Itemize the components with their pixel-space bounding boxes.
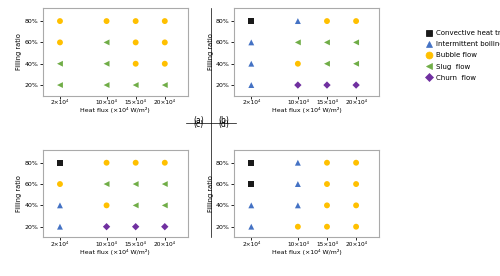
Point — [102, 203, 110, 208]
Point — [352, 182, 360, 186]
X-axis label: Heat flux (×10⁴ W/m²): Heat flux (×10⁴ W/m²) — [272, 107, 342, 113]
Point — [294, 203, 302, 208]
Text: (d): (d) — [218, 120, 229, 129]
Point — [132, 224, 140, 229]
Point — [102, 224, 110, 229]
Text: (c): (c) — [194, 120, 204, 129]
Text: (b): (b) — [218, 116, 229, 125]
Y-axis label: Filling ratio: Filling ratio — [16, 34, 22, 70]
Point — [352, 203, 360, 208]
Point — [248, 161, 256, 165]
Point — [161, 62, 169, 66]
Point — [352, 62, 360, 66]
Point — [248, 40, 256, 45]
Point — [161, 182, 169, 186]
Point — [161, 224, 169, 229]
Point — [132, 19, 140, 23]
Legend: Convective heat transfer, Intermittent boiling, Bubble flow, Slug  flow, Churn  : Convective heat transfer, Intermittent b… — [425, 30, 500, 81]
Point — [56, 62, 64, 66]
Point — [56, 83, 64, 87]
Point — [323, 224, 331, 229]
Point — [323, 203, 331, 208]
Point — [294, 182, 302, 186]
Point — [102, 62, 110, 66]
Point — [294, 83, 302, 87]
Point — [161, 161, 169, 165]
Point — [294, 40, 302, 45]
Point — [161, 83, 169, 87]
Point — [248, 83, 256, 87]
Point — [102, 40, 110, 45]
Text: (a): (a) — [193, 116, 204, 125]
Point — [56, 182, 64, 186]
Point — [56, 203, 64, 208]
X-axis label: Heat flux (×10⁴ W/m²): Heat flux (×10⁴ W/m²) — [80, 249, 150, 254]
Point — [132, 83, 140, 87]
Point — [323, 62, 331, 66]
Point — [352, 19, 360, 23]
Point — [323, 40, 331, 45]
Point — [132, 161, 140, 165]
Point — [248, 203, 256, 208]
Point — [294, 224, 302, 229]
Point — [102, 19, 110, 23]
Point — [161, 203, 169, 208]
Point — [323, 83, 331, 87]
Point — [161, 19, 169, 23]
Point — [294, 19, 302, 23]
Point — [323, 182, 331, 186]
Point — [56, 161, 64, 165]
Point — [323, 19, 331, 23]
Point — [248, 62, 256, 66]
Point — [248, 182, 256, 186]
Point — [132, 182, 140, 186]
Point — [132, 62, 140, 66]
Point — [248, 19, 256, 23]
Y-axis label: Filling ratio: Filling ratio — [16, 175, 22, 212]
Point — [102, 161, 110, 165]
Point — [352, 224, 360, 229]
Point — [161, 40, 169, 45]
Point — [352, 40, 360, 45]
Point — [352, 161, 360, 165]
Point — [56, 19, 64, 23]
X-axis label: Heat flux (×10⁴ W/m²): Heat flux (×10⁴ W/m²) — [272, 249, 342, 254]
Point — [102, 182, 110, 186]
Point — [248, 224, 256, 229]
Y-axis label: Filling ratio: Filling ratio — [208, 34, 214, 70]
Point — [352, 83, 360, 87]
Point — [294, 161, 302, 165]
Y-axis label: Filling ratio: Filling ratio — [208, 175, 214, 212]
Point — [132, 40, 140, 45]
Point — [56, 40, 64, 45]
X-axis label: Heat flux (×10⁴ W/m²): Heat flux (×10⁴ W/m²) — [80, 107, 150, 113]
Point — [294, 62, 302, 66]
Point — [102, 83, 110, 87]
Point — [132, 203, 140, 208]
Point — [56, 224, 64, 229]
Point — [323, 161, 331, 165]
